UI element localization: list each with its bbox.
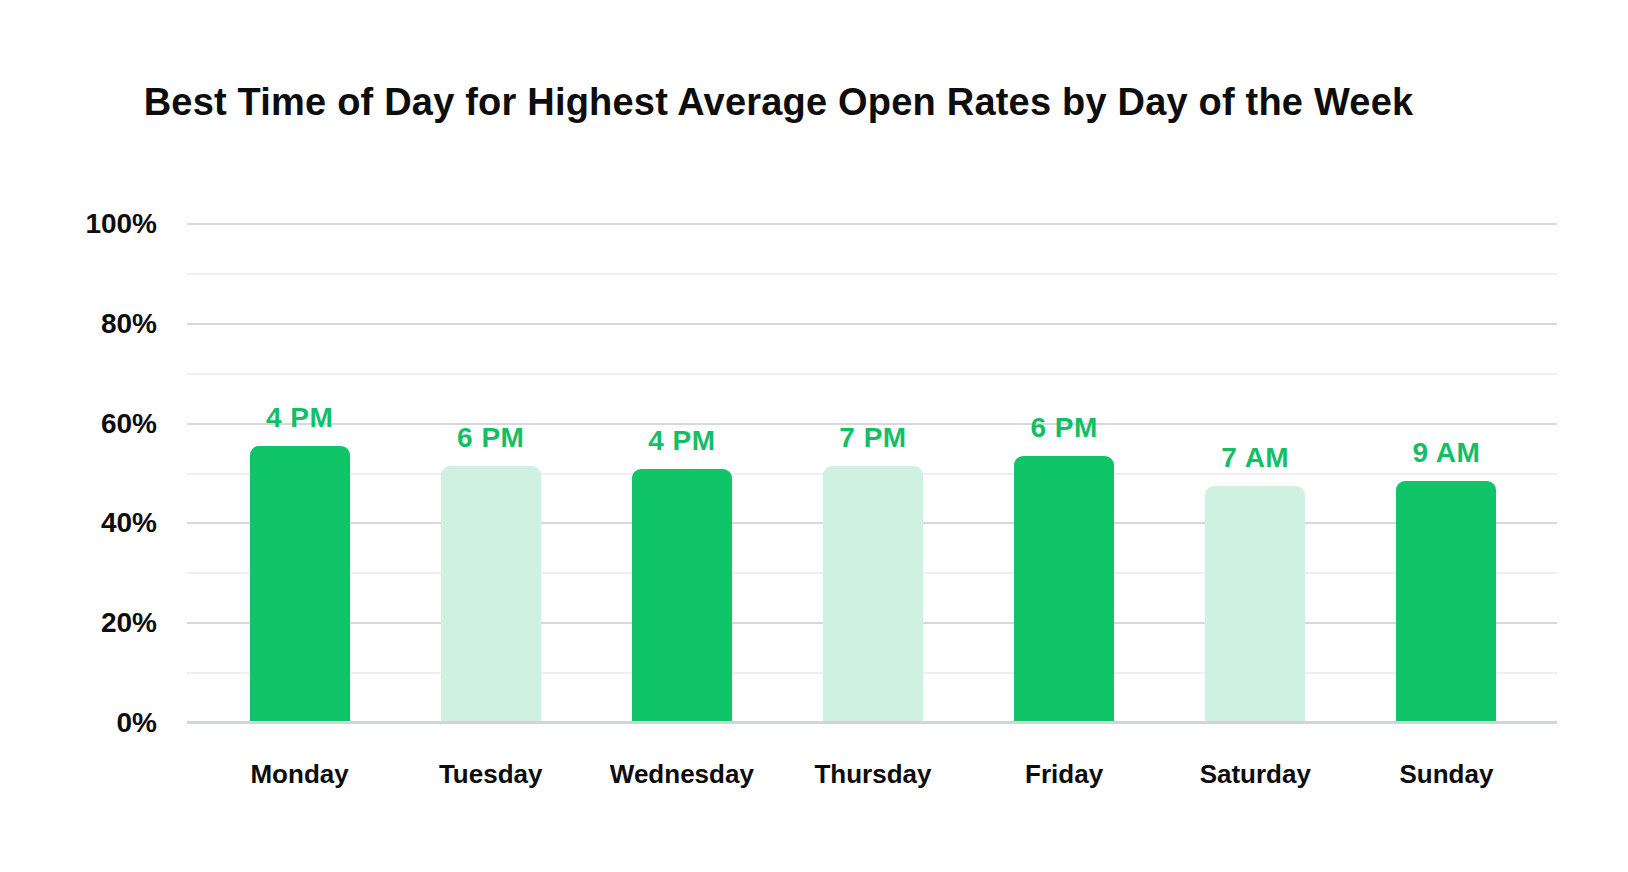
y-axis-tick-label: 80% (101, 310, 157, 338)
bar-value-label-thursday: 7 PM (839, 424, 906, 452)
bar-slot-monday: 4 PM (204, 224, 395, 723)
bar-value-label-friday: 6 PM (1030, 414, 1097, 442)
y-axis-tick-label: 100% (85, 210, 157, 238)
x-axis-baseline (187, 721, 1557, 724)
bar-slot-sunday: 9 AM (1351, 224, 1542, 723)
bar-value-label-sunday: 9 AM (1412, 439, 1480, 467)
bar-monday: 4 PM (250, 446, 350, 723)
bar-sunday: 9 AM (1396, 481, 1496, 723)
x-axis-label-tuesday: Tuesday (395, 759, 586, 789)
chart-title: Best Time of Day for Highest Average Ope… (0, 80, 1557, 124)
bar-saturday: 7 AM (1205, 486, 1305, 723)
bar-friday: 6 PM (1014, 456, 1114, 723)
y-axis-tick-label: 20% (101, 609, 157, 637)
bars-row: 4 PM 6 PM 4 PM 7 PM 6 PM 7 AM 9 AM (204, 224, 1542, 723)
x-axis-labels: MondayTuesdayWednesdayThursdayFridaySatu… (204, 759, 1542, 789)
bar-value-label-saturday: 7 AM (1221, 444, 1289, 472)
bar-slot-wednesday: 4 PM (586, 224, 777, 723)
bar-slot-thursday: 7 PM (777, 224, 968, 723)
x-axis-label-saturday: Saturday (1160, 759, 1351, 789)
y-axis-tick-label: 60% (101, 410, 157, 438)
x-axis-label-wednesday: Wednesday (586, 759, 777, 789)
chart-canvas: Best Time of Day for Highest Average Ope… (0, 0, 1628, 872)
bar-wednesday: 4 PM (632, 469, 732, 723)
bar-tuesday: 6 PM (441, 466, 541, 723)
bar-slot-friday: 6 PM (969, 224, 1160, 723)
y-axis-tick-label: 40% (101, 509, 157, 537)
bar-value-label-wednesday: 4 PM (648, 427, 715, 455)
x-axis-label-monday: Monday (204, 759, 395, 789)
bar-value-label-monday: 4 PM (266, 404, 333, 432)
plot-area: 0%20%40%60%80%100% 4 PM6 PM4 PM7 PM6 PM7… (187, 224, 1557, 723)
x-axis-label-friday: Friday (969, 759, 1160, 789)
x-axis-label-sunday: Sunday (1351, 759, 1542, 789)
bar-slot-saturday: 7 AM (1160, 224, 1351, 723)
bar-value-label-tuesday: 6 PM (457, 424, 524, 452)
bar-thursday: 7 PM (823, 466, 923, 723)
x-axis-label-thursday: Thursday (777, 759, 968, 789)
y-axis-tick-label: 0% (117, 709, 157, 737)
bar-slot-tuesday: 6 PM (395, 224, 586, 723)
